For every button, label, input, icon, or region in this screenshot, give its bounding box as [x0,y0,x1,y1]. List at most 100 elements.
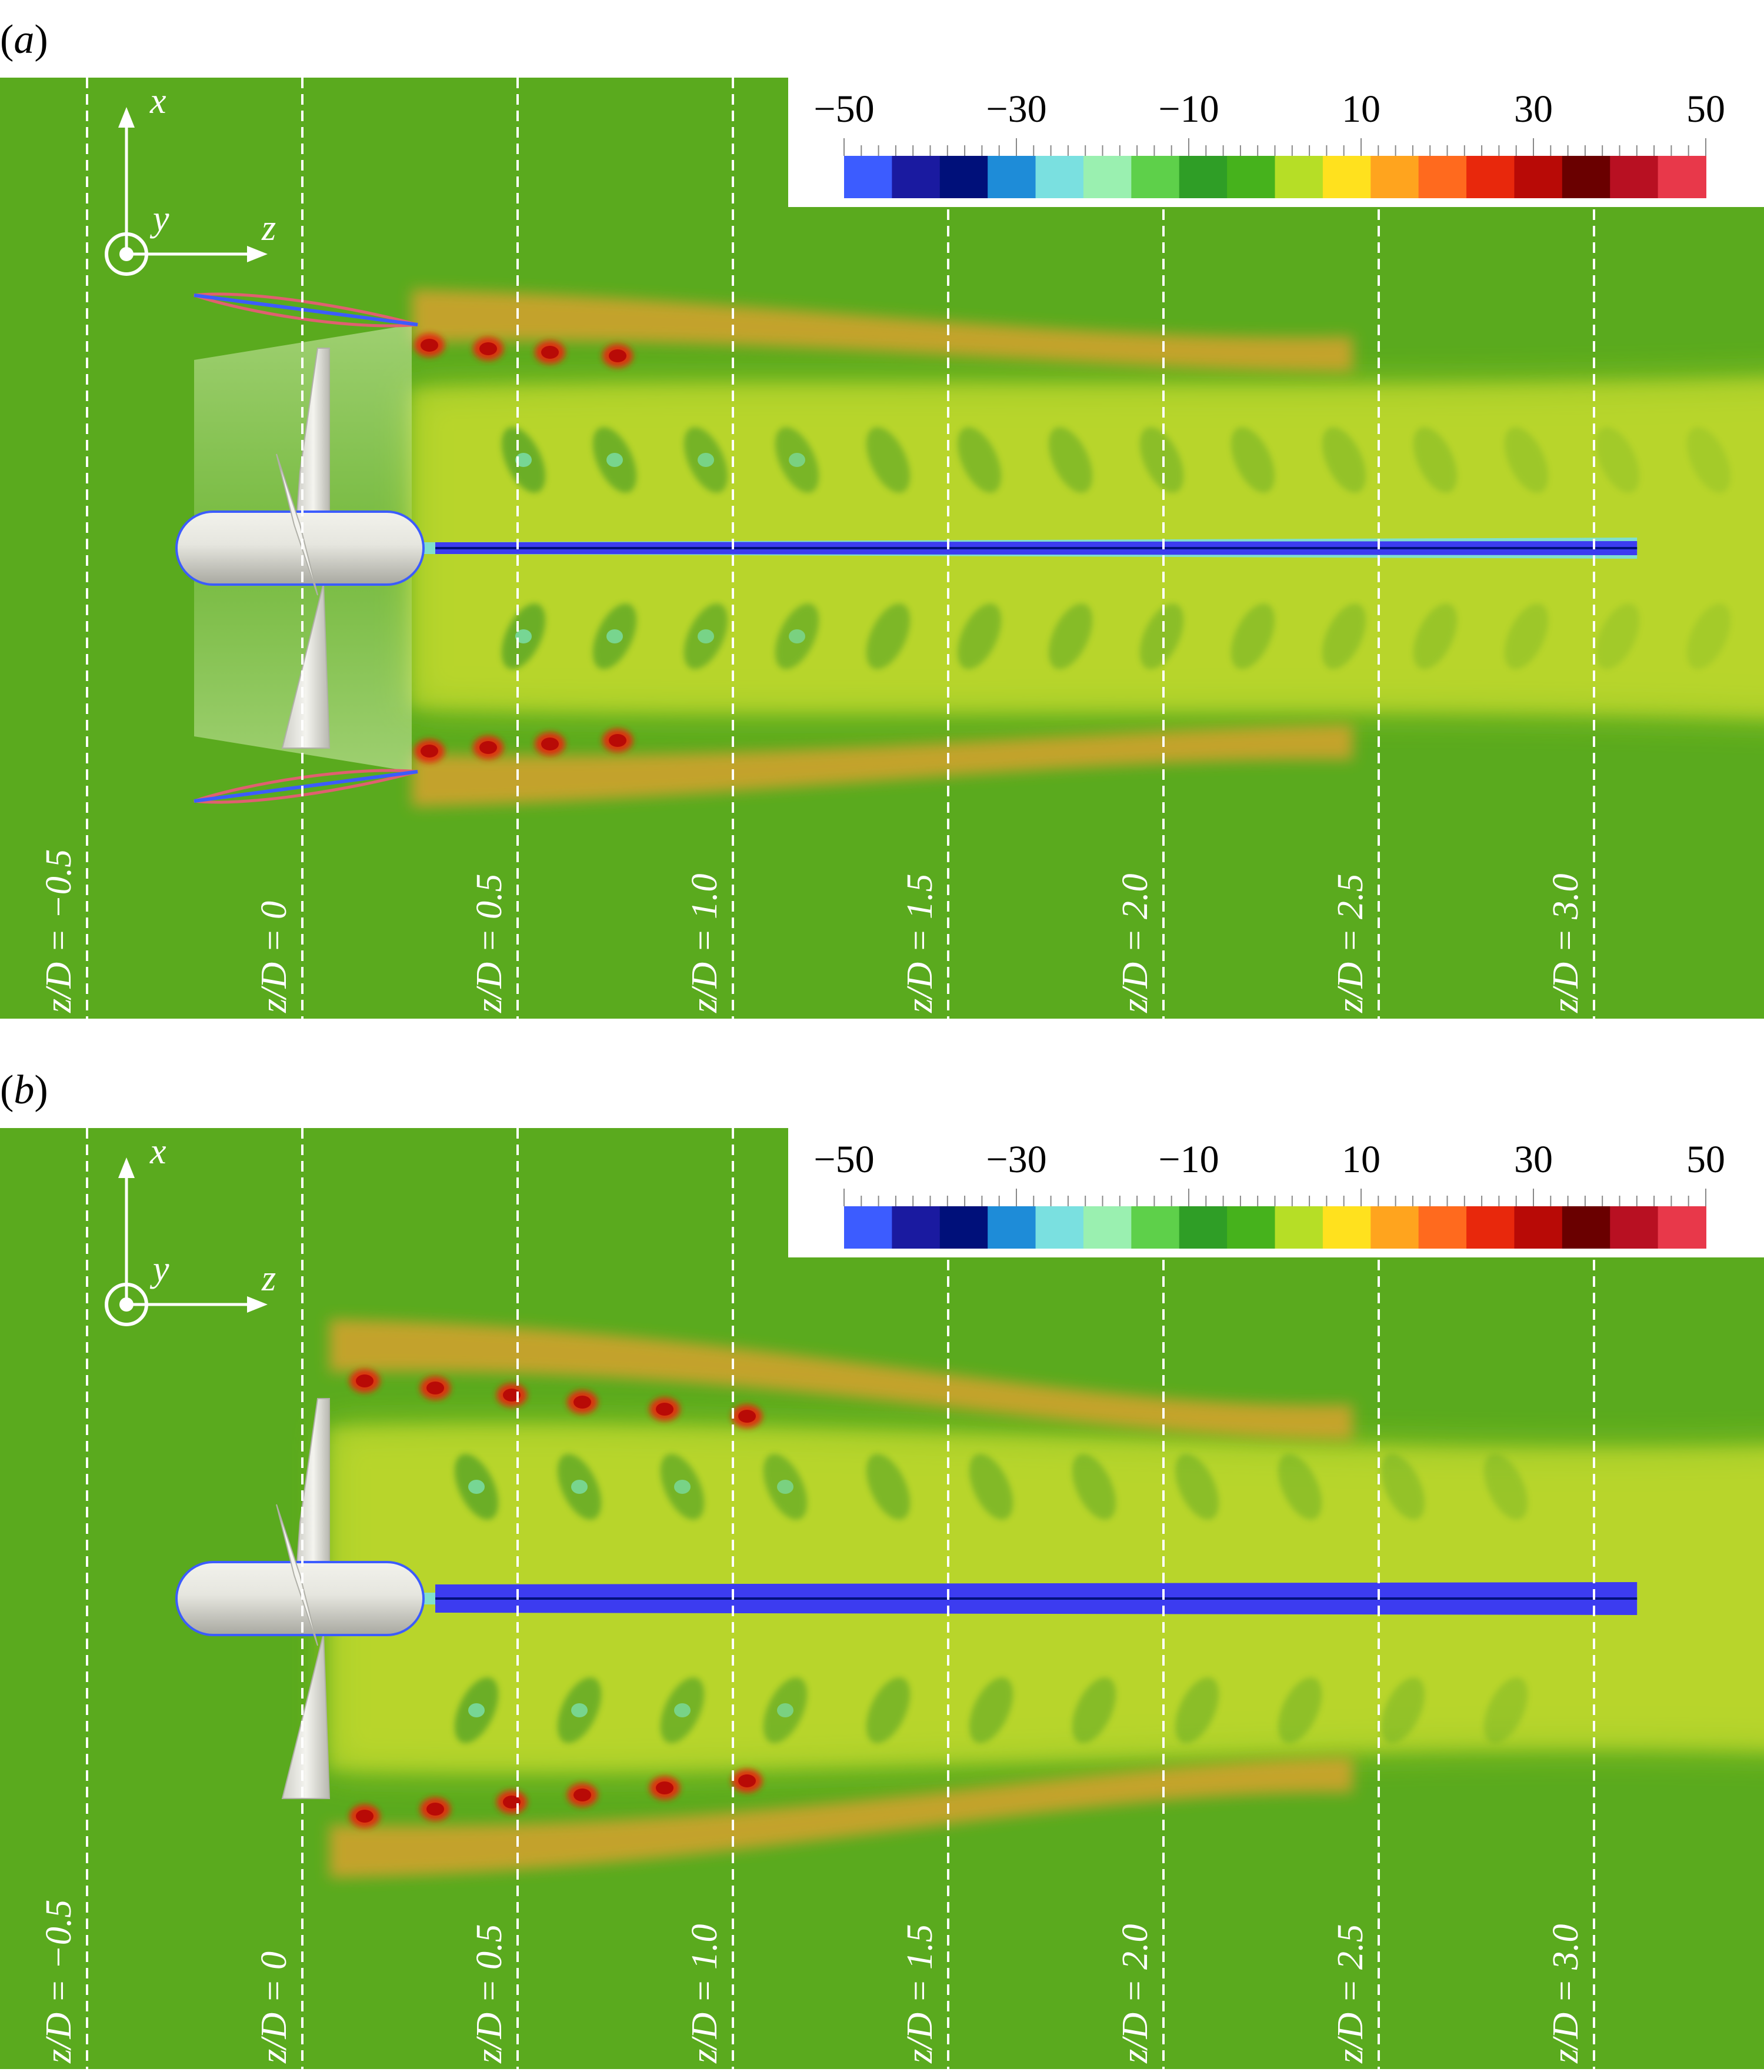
plot-area: z/D = −0.5 z/D = 0 z/D = 0.5 z/D = 1.0 z/D =… [0,78,1764,1019]
blade-wake [1048,427,1093,493]
blade-wake [1413,603,1458,669]
colorbar-swatch [1035,156,1084,198]
colorbar-swatch [1658,156,1706,198]
tip-vortex-core [479,342,497,355]
colorbar-swatch [1514,156,1563,198]
panel-label: (a) [0,17,48,62]
blade-wake-core [777,1480,793,1494]
blade-wake-core [674,1480,691,1494]
x-axis-label: x [149,1132,166,1172]
tip-vortex-core [573,1396,591,1409]
blade-wake [1380,1454,1425,1520]
colorbar-label: 30 [1514,1138,1553,1181]
y-axis-label: y [149,199,169,239]
tip-vortex-core [738,1774,756,1787]
blade-wake [1413,427,1458,493]
blade-wake [1595,603,1640,669]
colorbar-swatch [1179,1206,1228,1249]
colorbar-swatch [1418,156,1468,198]
shear-band [412,289,1353,372]
colorbar-swatch [1562,156,1611,198]
colorbar-swatch [1562,1206,1611,1249]
colorbar-swatch [1035,1206,1084,1249]
blade-front [276,1504,318,1646]
hub [175,511,425,586]
blade-wake [1139,427,1184,493]
station-label: z/D = 3.0 [1546,1924,1586,2064]
blade-wake [1278,1454,1322,1520]
colorbar-swatch [1179,156,1228,198]
blade-wake-core [777,1703,793,1717]
z-arrow-head [247,246,268,262]
blade-wake-core [468,1480,485,1494]
colorbar-label: 50 [1686,88,1725,131]
station-label: z/D = 1.5 [900,874,940,1013]
blade-wake [1278,1677,1322,1743]
station-label: z/D = 1.0 [685,874,725,1013]
blade-wake-core [606,629,623,643]
blade-wake [1504,603,1549,669]
colorbar-swatch [939,1206,989,1249]
station-label: z/D = 1.5 [900,1924,940,2064]
station-label: z/D = 0.5 [469,1924,509,2064]
colorbar-swatch [844,156,893,198]
tip-vortex-core [541,738,559,750]
blade-wake [866,603,911,669]
blade-wake-core [674,1703,691,1717]
blade-wake-core [571,1480,588,1494]
panel-b: (b) z/D = −0.5 z/D = 0 z/D = 0.5 z/D = 1.0 z… [0,1067,1764,2069]
colorbar-label: −10 [1158,88,1219,131]
y-axis-circle [105,232,148,276]
station-label: z/D = 2.5 [1330,874,1370,1013]
flow-field [0,78,1764,1019]
colorbar-swatch [988,1206,1036,1249]
blade-wake [1504,427,1549,493]
colorbar-swatch [1275,1206,1323,1249]
blade-wake-core [468,1703,485,1717]
blade-wake-core [789,453,805,467]
blade-wake [1139,603,1184,669]
blade-wake-core [515,453,532,467]
station-label: z/D = 2.0 [1115,1924,1155,2064]
blade-wake [1231,603,1275,669]
blade-wake [1175,1677,1219,1743]
colorbar-label: 50 [1686,1138,1725,1181]
station-label: z/D = 0 [254,901,294,1013]
tip-vortex-core [656,1781,673,1794]
blade-wake [1595,427,1640,493]
colorbar-swatch [1610,1206,1659,1249]
colorbar-swatch [1466,1206,1515,1249]
colorbar-swatch [1370,156,1419,198]
blade-wake-core [698,453,714,467]
colorbar-swatch [1131,156,1180,198]
x-axis-label: x [149,81,166,121]
tip-vortex-core [421,339,438,352]
blade-wake [866,427,911,493]
station-label: z/D = −0.5 [39,849,79,1013]
y-axis-dot [119,1297,134,1312]
z-axis-label: z [261,208,276,248]
shear-band [329,1319,1353,1440]
tip-vortex-core [738,1410,756,1423]
tip-vortex-core [573,1789,591,1801]
flow-field [0,1128,1764,2069]
blade-wake-core [606,453,623,467]
station-label: z/D = 0 [254,1951,294,2064]
colorbar-swatch [1418,1206,1468,1249]
blade-wake [1322,427,1366,493]
blade-wake [1175,1454,1219,1520]
colorbar-label: −50 [813,1138,874,1181]
tip-vortex-core [541,346,559,359]
blade-wake [969,1454,1013,1520]
duct-edge [194,293,418,326]
colorbar-swatch [892,156,941,198]
station-label: z/D = 1.0 [685,1924,725,2064]
tip-vortex-core [609,734,626,747]
tip-vortex-core [479,741,497,754]
colorbar-swatch [892,1206,941,1249]
blade-wake-core [571,1703,588,1717]
blade-wake [1231,427,1275,493]
colorbar-swatch [1131,1206,1180,1249]
tip-vortex-core [656,1403,673,1416]
colorbar-swatch [1658,1206,1706,1249]
